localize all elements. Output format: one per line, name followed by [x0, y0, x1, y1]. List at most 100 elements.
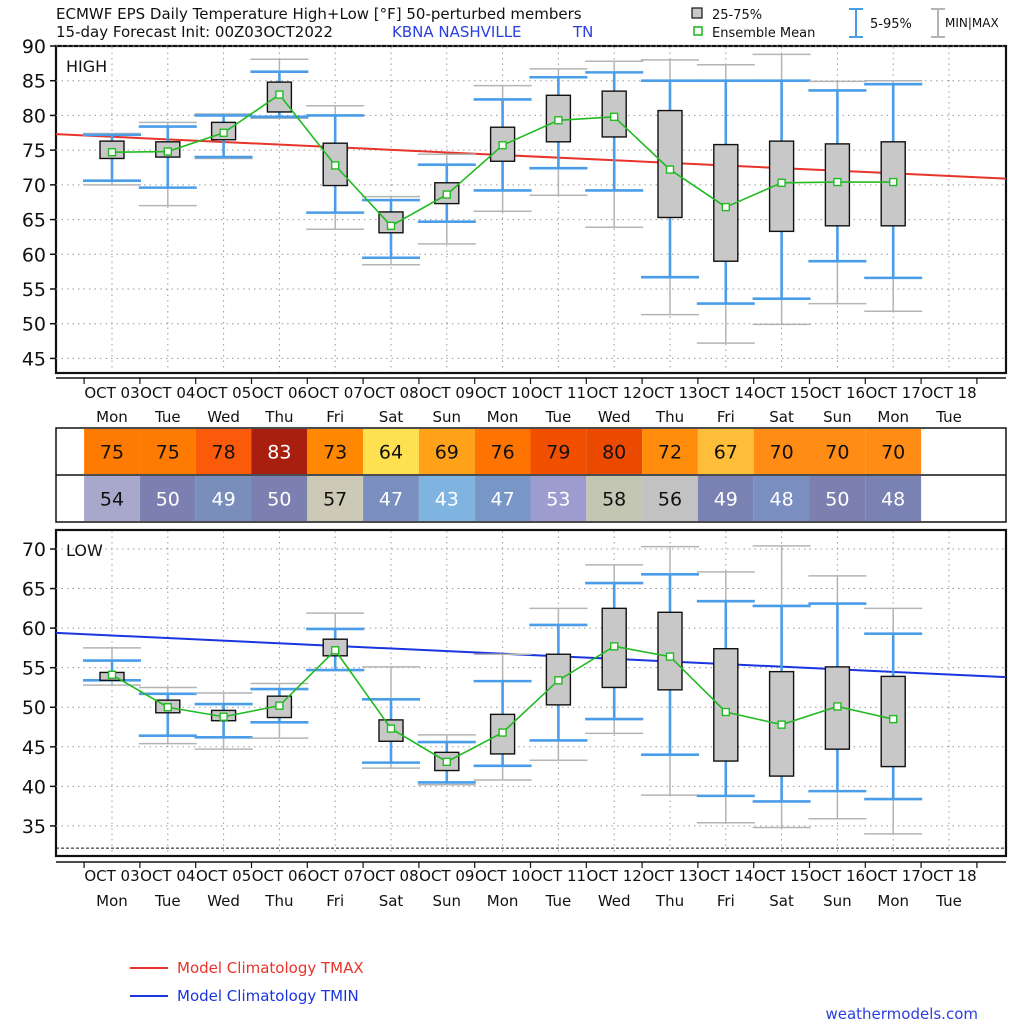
weekday-label: Sat — [769, 408, 794, 426]
date-label: OCT 17 — [866, 384, 921, 402]
date-label: OCT 13 — [642, 384, 697, 402]
date-label: OCT 13 — [642, 867, 697, 885]
station-state: TN — [573, 23, 594, 41]
table-cell-low — [753, 476, 810, 521]
weekday-label: Tue — [935, 408, 962, 426]
table-value-low: 50 — [267, 489, 291, 511]
date-label: OCT 03 — [84, 867, 139, 885]
credit-link[interactable]: weathermodels.com — [825, 1005, 978, 1023]
table-cell-low — [530, 476, 587, 521]
ensemble-mean-point — [777, 720, 786, 729]
legend-box-item: 25-75% — [691, 7, 762, 23]
date-label: OCT 07 — [308, 384, 363, 402]
table-cell-high — [474, 429, 531, 474]
y-tick-label: 50 — [22, 314, 46, 336]
y-tick-label: 35 — [22, 816, 46, 838]
ensemble-mean-point — [833, 177, 842, 187]
ensemble-mean-point — [610, 112, 619, 122]
date-label: OCT 10 — [475, 384, 530, 402]
table-value-low: 50 — [825, 489, 849, 511]
table-cell-high — [251, 429, 308, 474]
y-tick-label: 90 — [22, 36, 46, 58]
date-label: OCT 14 — [698, 384, 753, 402]
weekday-label: Thu — [264, 408, 293, 426]
y-tick-label: 70 — [22, 175, 46, 197]
date-label: OCT 08 — [363, 867, 418, 885]
table-cell-high — [753, 429, 810, 474]
day-box — [138, 686, 197, 745]
station-name: KBNA NASHVILLE — [392, 23, 522, 41]
table-value-high: 69 — [435, 442, 459, 464]
chart-title: ECMWF EPS Daily Temperature High+Low [°F… — [56, 5, 582, 23]
table-cell-high — [139, 429, 196, 474]
date-label: OCT 09 — [419, 384, 474, 402]
table-value-low: 49 — [714, 489, 738, 511]
day-box — [808, 575, 867, 820]
plot-frame — [54, 44, 1008, 375]
table-value-high: 70 — [770, 442, 794, 464]
weekday-label: Tue — [154, 408, 181, 426]
legend-595-label: 5-95% — [870, 17, 912, 32]
table-cell-high — [697, 429, 754, 474]
ensemble-mean-point — [386, 724, 396, 733]
weekday-label: Sat — [379, 892, 404, 910]
ensemble-mean-point — [386, 221, 396, 231]
weekday-label: Sun — [433, 892, 462, 910]
date-label: OCT 15 — [754, 384, 809, 402]
weekday-label: Sun — [433, 408, 462, 426]
ensemble-mean-point — [665, 652, 675, 661]
ensemble-mean-point — [889, 177, 898, 187]
table-value-low: 43 — [435, 489, 459, 511]
weekday-label: Sun — [823, 892, 852, 910]
day-box — [138, 121, 197, 207]
table-value-low: 48 — [881, 489, 905, 511]
y-tick-label: 60 — [22, 244, 46, 266]
table-value-high: 80 — [602, 442, 626, 464]
weekday-label: Mon — [96, 408, 128, 426]
table-cell-high — [307, 429, 364, 474]
weekday-label: Thu — [655, 408, 684, 426]
date-label: OCT 18 — [921, 384, 976, 402]
table-value-high: 75 — [156, 442, 180, 464]
table-value-high: 67 — [714, 442, 738, 464]
y-tick-label: 80 — [22, 105, 46, 127]
table-value-low: 47 — [379, 489, 403, 511]
table-cell-low — [642, 476, 698, 521]
y-tick-label: 45 — [22, 348, 46, 370]
table-value-high: 75 — [100, 442, 124, 464]
table-value-low: 50 — [156, 489, 180, 511]
date-label: OCT 18 — [921, 867, 976, 885]
ensemble-mean-point — [833, 702, 842, 711]
date-label: OCT 09 — [419, 867, 474, 885]
date-label: OCT 12 — [587, 867, 642, 885]
table-cell-low — [139, 476, 196, 521]
ensemble-mean-point — [498, 141, 507, 150]
date-label: OCT 04 — [140, 384, 195, 402]
weekday-label: Thu — [655, 892, 684, 910]
weekday-label: Sun — [823, 408, 852, 426]
y-tick-label: 40 — [22, 776, 46, 798]
y-tick-label: 75 — [22, 140, 46, 162]
legend-tmin-item: Model Climatology TMIN — [130, 987, 359, 1005]
weekday-label: Fri — [717, 408, 735, 426]
date-label: OCT 06 — [252, 867, 307, 885]
weekday-label: Mon — [96, 892, 128, 910]
ensemble-mean-point — [219, 712, 228, 721]
date-label: OCT 16 — [810, 867, 865, 885]
panel-label: HIGH — [66, 57, 107, 76]
ensemble-mean-point — [721, 707, 730, 717]
legend-mean-label: Ensemble Mean — [712, 26, 815, 41]
table-cell-low — [474, 476, 531, 521]
legend-box-label: 25-75% — [712, 8, 762, 23]
table-value-low: 58 — [602, 489, 626, 511]
y-tick-label: 55 — [22, 658, 46, 680]
date-label: OCT 05 — [196, 867, 251, 885]
date-label: OCT 04 — [140, 867, 195, 885]
table-cell-low — [84, 476, 140, 521]
date-label: OCT 15 — [754, 867, 809, 885]
legend-595-item: 5-95% — [849, 8, 912, 38]
table-value-low: 56 — [658, 489, 682, 511]
table-cell-low — [307, 476, 364, 521]
legend-minmax-whisker — [931, 8, 945, 38]
legend-box-swatch — [691, 7, 703, 19]
